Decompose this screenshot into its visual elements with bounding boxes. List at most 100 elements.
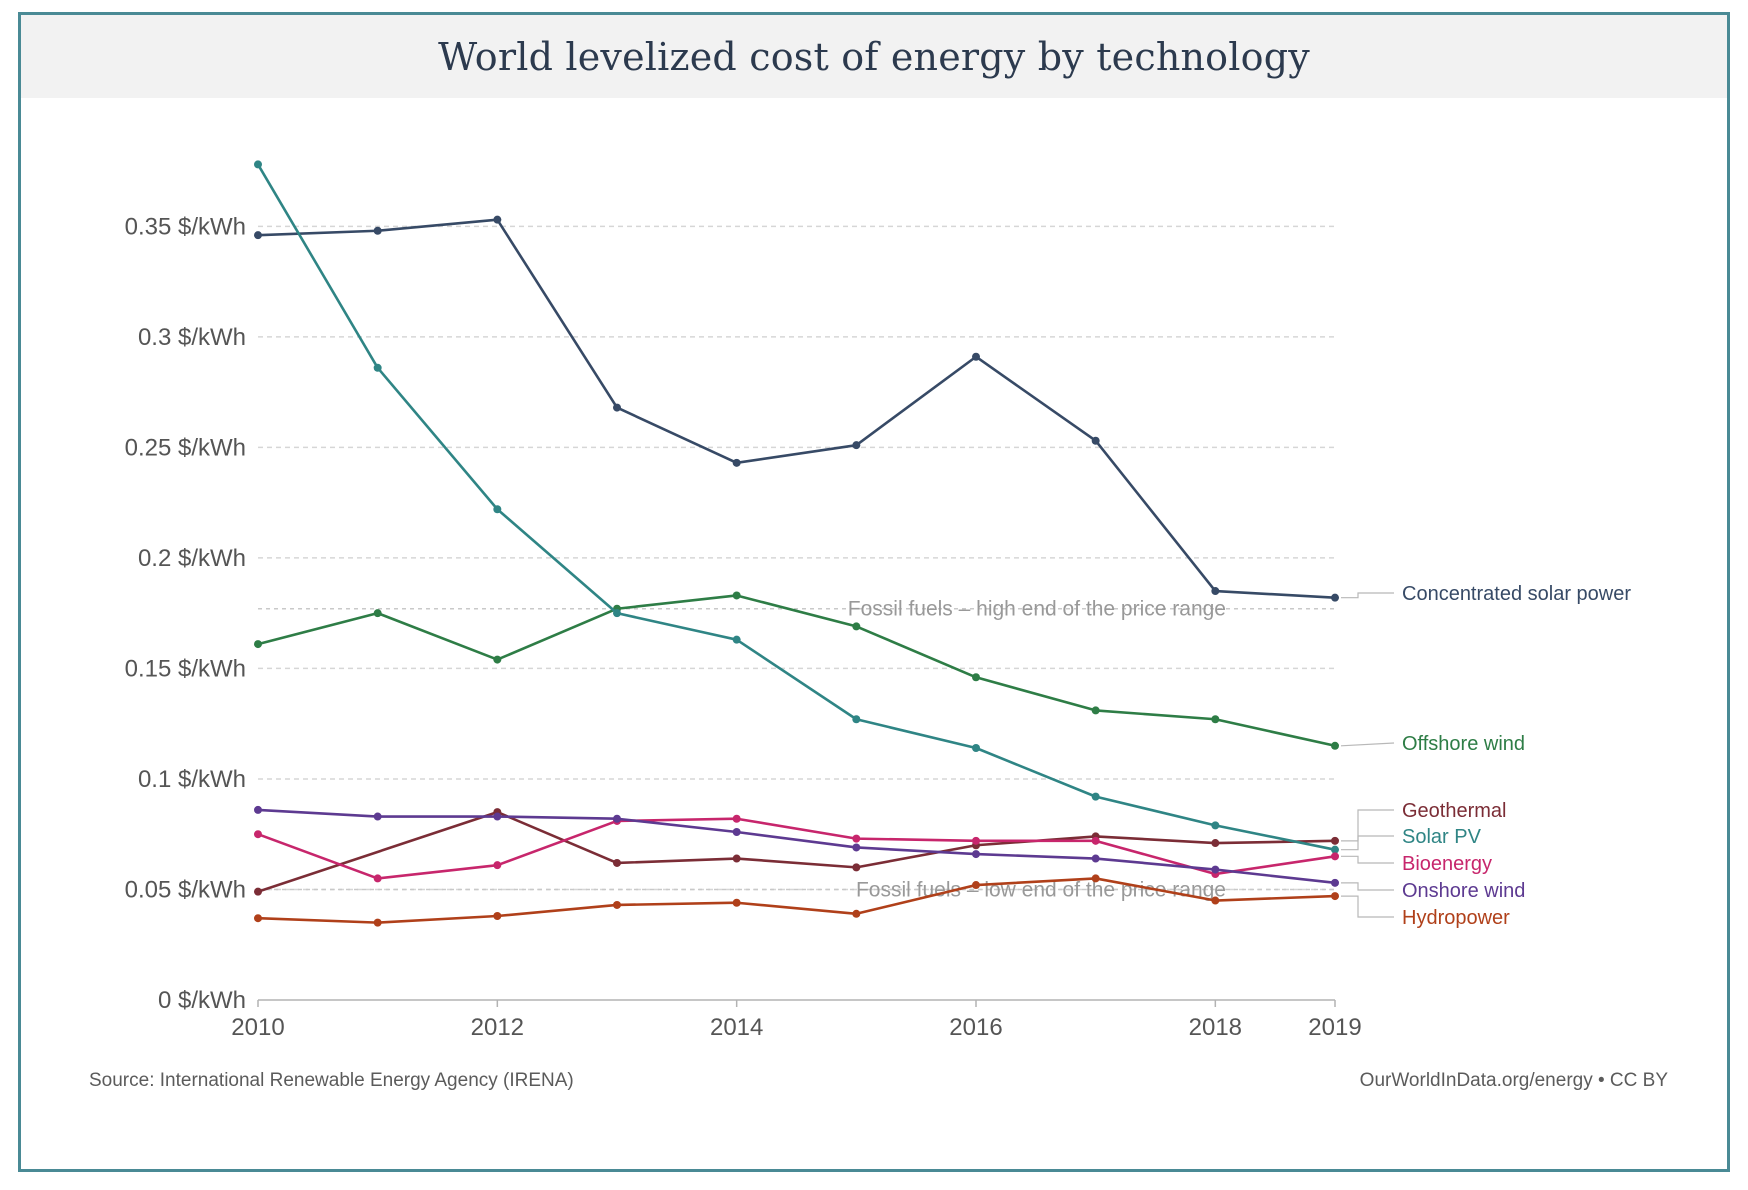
- data-point: [1091, 706, 1100, 715]
- data-point: [254, 805, 262, 814]
- y-tick-label: 0 $/kWh: [158, 987, 246, 1014]
- series-leader-line: [1341, 835, 1394, 851]
- series-label: Onshore wind: [1402, 880, 1525, 902]
- data-point: [972, 881, 980, 890]
- reference-line-label: Fossil fuels – high end of the price ran…: [848, 598, 1226, 621]
- data-point: [1091, 836, 1100, 845]
- data-point: [732, 591, 741, 600]
- title-bar: World levelized cost of energy by techno…: [21, 15, 1727, 98]
- data-point: [1331, 845, 1339, 854]
- data-point: [732, 635, 741, 644]
- series-label: Geothermal: [1402, 800, 1507, 822]
- data-point: [1211, 865, 1220, 874]
- x-tick-label: 2012: [471, 1014, 524, 1041]
- data-point: [852, 622, 861, 631]
- data-point: [732, 898, 741, 907]
- y-tick-label: 0.25 $/kWh: [125, 434, 246, 461]
- data-point: [1211, 821, 1220, 830]
- series-leader-line: [1341, 809, 1394, 842]
- series-label: Solar PV: [1402, 826, 1482, 848]
- data-point: [373, 918, 382, 927]
- data-point: [613, 609, 621, 618]
- data-point: [732, 458, 741, 467]
- data-point: [1091, 436, 1100, 445]
- data-point: [732, 828, 741, 836]
- data-point: [373, 874, 382, 883]
- data-point: [254, 640, 262, 649]
- data-point: [852, 843, 861, 852]
- chart-frame: World levelized cost of energy by techno…: [18, 12, 1730, 1172]
- data-point: [493, 812, 502, 821]
- series-label: Concentrated solar power: [1402, 583, 1631, 605]
- grid-layer: [258, 225, 1335, 891]
- data-point: [1331, 836, 1339, 845]
- data-point: [373, 812, 382, 821]
- reference-lines: Fossil fuels – high end of the price ran…: [258, 598, 1335, 901]
- x-tick-label: 2014: [710, 1014, 763, 1041]
- data-point: [493, 655, 502, 664]
- data-point: [852, 863, 861, 872]
- y-tick-label: 0.05 $/kWh: [125, 876, 246, 903]
- data-point: [1211, 715, 1220, 724]
- data-point: [1091, 854, 1100, 863]
- series-line: [257, 817, 1336, 880]
- series-leader-line: [1341, 882, 1394, 891]
- series-leader-line: [1341, 592, 1394, 599]
- data-point: [852, 715, 861, 724]
- data-point: [254, 160, 262, 169]
- data-point: [972, 673, 980, 682]
- series-leader-line: [1341, 855, 1394, 864]
- data-point: [1331, 878, 1339, 887]
- data-point: [613, 858, 621, 867]
- data-point: [852, 441, 861, 450]
- series-leader-line: [1341, 895, 1394, 918]
- series-labels: Concentrated solar power Offshore wind Geo…: [1340, 583, 1631, 929]
- chart-title: World levelized cost of energy by techno…: [438, 34, 1310, 79]
- data-point: [1211, 896, 1220, 905]
- source-note: Source: International Renewable Energy A…: [89, 1070, 574, 1091]
- x-tick-label: 2018: [1189, 1014, 1242, 1041]
- y-tick-label: 0.2 $/kWh: [138, 545, 246, 572]
- data-point: [732, 854, 741, 863]
- data-point: [373, 363, 382, 372]
- series-line: [257, 877, 1336, 924]
- data-point: [254, 830, 262, 839]
- series-line: [257, 594, 1336, 748]
- series-lines: [254, 160, 1339, 927]
- data-point: [972, 850, 980, 859]
- data-point: [1211, 587, 1220, 596]
- data-point: [254, 231, 262, 240]
- y-tick-label: 0.1 $/kWh: [138, 766, 246, 793]
- y-tick-label: 0.15 $/kWh: [125, 655, 246, 682]
- data-point: [852, 834, 861, 843]
- data-point: [972, 836, 980, 845]
- series-label: Hydropower: [1402, 907, 1510, 929]
- data-point: [1091, 792, 1100, 801]
- data-point: [493, 215, 502, 224]
- data-point: [493, 861, 502, 870]
- data-point: [493, 912, 502, 920]
- data-point: [972, 744, 980, 752]
- x-tick-label: 2010: [231, 1014, 284, 1041]
- data-point: [732, 814, 741, 823]
- y-tick-label: 0.35 $/kWh: [125, 213, 246, 240]
- data-point: [613, 814, 621, 823]
- y-tick-label: 0.3 $/kWh: [138, 324, 246, 351]
- data-point: [373, 609, 382, 618]
- data-point: [1331, 741, 1339, 750]
- data-point: [254, 914, 262, 923]
- data-point: [373, 226, 382, 235]
- data-point: [493, 505, 502, 514]
- data-point: [1211, 839, 1220, 848]
- data-point: [1331, 593, 1339, 602]
- data-point: [254, 887, 262, 896]
- data-point: [852, 909, 861, 918]
- series-leader-line: [1340, 742, 1395, 747]
- axes: 0 $/kWh 0.05 $/kWh 0.1 $/kWh 0.15 $/kWh 0.2 …: [125, 213, 1362, 1041]
- data-point: [1331, 892, 1339, 901]
- series-line: [257, 808, 1336, 885]
- series-line: [256, 163, 1336, 851]
- credit-link[interactable]: OurWorldInData.org/energy • CC BY: [1359, 1070, 1668, 1091]
- data-point: [1091, 874, 1100, 883]
